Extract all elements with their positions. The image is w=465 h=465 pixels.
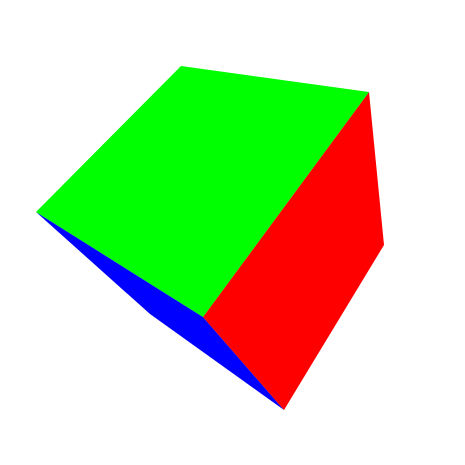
cube-face-left bbox=[36, 212, 284, 410]
cube-face-right bbox=[203, 92, 384, 410]
cube-face-top bbox=[36, 66, 369, 317]
